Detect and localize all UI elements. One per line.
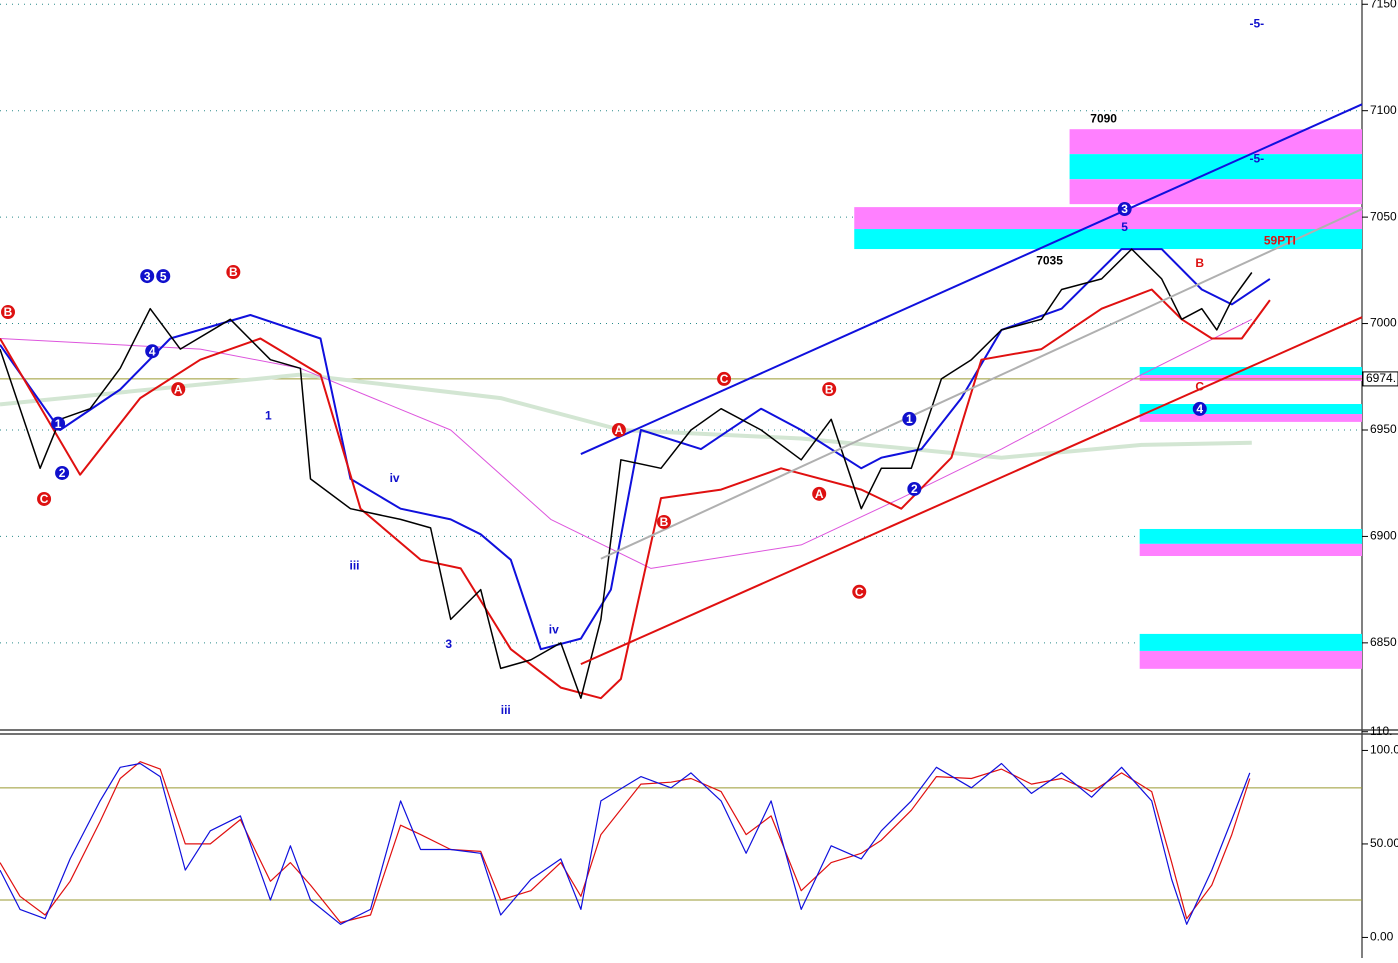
y-tick-label: 0.00 xyxy=(1370,930,1394,944)
series-line xyxy=(0,288,1271,700)
wave-marker xyxy=(51,416,66,431)
wave-marker xyxy=(1117,202,1132,217)
wave-label: B xyxy=(229,265,238,279)
wave-marker xyxy=(611,422,626,437)
wave-label: A xyxy=(815,487,824,501)
zone xyxy=(1139,633,1362,651)
y-tick-label: 7000 xyxy=(1370,316,1397,330)
wave-marker xyxy=(1,305,16,320)
y-tick-label: 7150 xyxy=(1370,0,1397,10)
zone xyxy=(1139,414,1362,422)
wave-label: A xyxy=(174,382,183,396)
wave-marker xyxy=(717,371,732,386)
annotation: 7090 xyxy=(1090,111,1117,125)
wave-marker xyxy=(852,584,867,599)
wave-marker xyxy=(55,465,70,480)
wave-label: B xyxy=(660,515,669,529)
wave-marker xyxy=(226,265,241,280)
annotation: iv xyxy=(390,471,400,485)
zone xyxy=(1139,650,1362,669)
wave-marker xyxy=(156,269,171,284)
zone xyxy=(854,229,1362,250)
zone xyxy=(1069,179,1362,205)
zone xyxy=(1069,129,1362,155)
annotation: C xyxy=(1195,380,1204,394)
y-tick-label: 6850 xyxy=(1370,635,1397,649)
wave-label: 4 xyxy=(1196,402,1203,416)
wave-label: 1 xyxy=(906,412,913,426)
y-tick-label: 50.00 xyxy=(1370,836,1398,850)
zone xyxy=(1139,528,1362,544)
annotation: 5 xyxy=(1121,220,1128,234)
wave-label: 3 xyxy=(1121,202,1128,216)
wave-marker xyxy=(656,514,671,529)
wave-label: C xyxy=(720,372,729,386)
y-tick-label: 6950 xyxy=(1370,422,1397,436)
annotation: -5- xyxy=(1250,16,1265,30)
series-line xyxy=(0,248,1253,699)
wave-label: 5 xyxy=(160,269,167,283)
zone xyxy=(1139,375,1362,382)
last-price-label: 6974. xyxy=(1366,371,1396,385)
wave-label: B xyxy=(825,382,834,396)
series-line xyxy=(0,762,1251,925)
wave-label: B xyxy=(4,305,13,319)
annotation: 3 xyxy=(445,637,452,651)
annotation: -5- xyxy=(1250,151,1265,165)
y-tick-label: 6900 xyxy=(1370,529,1397,543)
trend-line xyxy=(580,103,1363,455)
wave-marker xyxy=(145,344,160,359)
series-line xyxy=(0,761,1251,924)
annotation: 59PTI xyxy=(1264,233,1296,247)
series-line xyxy=(0,318,1253,569)
wave-label: C xyxy=(855,585,864,599)
wave-label: A xyxy=(615,423,624,437)
annotation: iii xyxy=(350,558,360,572)
wave-label: 3 xyxy=(144,269,151,283)
y-tick-label: 100.0 xyxy=(1370,743,1398,757)
wave-marker xyxy=(822,382,837,397)
wave-label: C xyxy=(40,492,49,506)
annotation: B xyxy=(1195,256,1204,270)
zone xyxy=(1069,154,1362,180)
zone xyxy=(1139,404,1362,415)
wave-label: 2 xyxy=(911,482,918,496)
trend-line xyxy=(580,316,1363,666)
zone xyxy=(1139,543,1362,557)
y-tick-label: 110. xyxy=(1370,724,1392,738)
series-line xyxy=(0,372,1252,460)
annotation: iii xyxy=(501,703,511,717)
wave-marker xyxy=(1192,401,1207,416)
y-tick-label: 7100 xyxy=(1370,103,1397,117)
annotation: iv xyxy=(549,622,559,636)
wave-label: 2 xyxy=(59,466,66,480)
wave-marker xyxy=(171,382,186,397)
last-price-box xyxy=(1362,371,1398,387)
wave-label: 4 xyxy=(149,344,156,358)
wave-marker xyxy=(140,269,155,284)
wave-marker xyxy=(37,491,52,506)
trend-line xyxy=(600,208,1363,560)
wave-label: 1 xyxy=(55,417,62,431)
zone xyxy=(1139,366,1362,376)
wave-marker xyxy=(902,411,917,426)
wave-marker xyxy=(812,486,827,501)
y-tick-label: 7050 xyxy=(1370,209,1397,223)
wave-marker xyxy=(907,481,922,496)
annotation: 1 xyxy=(265,408,272,422)
annotation: 7035 xyxy=(1036,253,1063,267)
series-line xyxy=(0,248,1271,651)
